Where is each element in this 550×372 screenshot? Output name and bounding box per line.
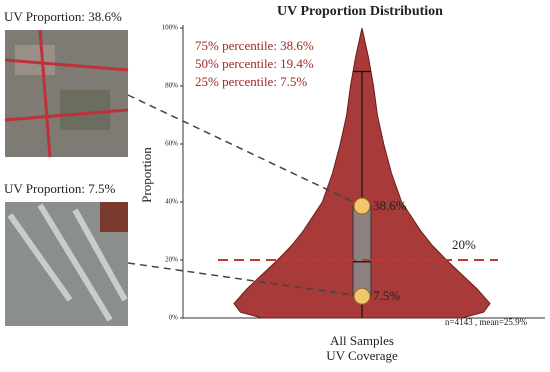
annotation: 75% percentile: 38.6% <box>195 38 314 53</box>
y-tick-label: 60% <box>165 140 178 148</box>
quartile-marker <box>353 197 371 215</box>
image-caption: UV Proportion: 38.6% <box>4 9 122 24</box>
reference-label: 20% <box>452 237 476 252</box>
chart-title: UV Proportion Distribution <box>277 4 443 19</box>
image-detail <box>7 203 128 322</box>
y-tick-label: 0% <box>169 314 179 322</box>
data-label: 7.5% <box>373 288 400 303</box>
image-detail <box>100 202 128 232</box>
image-detail <box>4 29 129 158</box>
note: n=4143 , mean=25.9% <box>445 317 528 327</box>
data-label: 38.6% <box>373 198 407 213</box>
connector <box>127 94 363 207</box>
y-tick-label: 20% <box>165 256 178 264</box>
image-detail <box>60 90 110 130</box>
annotation: 50% percentile: 19.4% <box>195 56 314 71</box>
annotation: 25% percentile: 7.5% <box>195 74 307 89</box>
y-axis-label: Proportion <box>139 147 154 203</box>
y-tick-label: 80% <box>165 82 178 90</box>
x-tick-label: All Samples <box>330 333 394 348</box>
y-tick-label: 40% <box>165 198 178 206</box>
connector <box>127 262 363 297</box>
y-tick-label: 100% <box>162 24 179 32</box>
box <box>352 205 372 297</box>
image-caption: UV Proportion: 7.5% <box>4 181 116 196</box>
x-axis-label: UV Coverage <box>326 348 398 363</box>
quartile-marker <box>353 287 371 305</box>
